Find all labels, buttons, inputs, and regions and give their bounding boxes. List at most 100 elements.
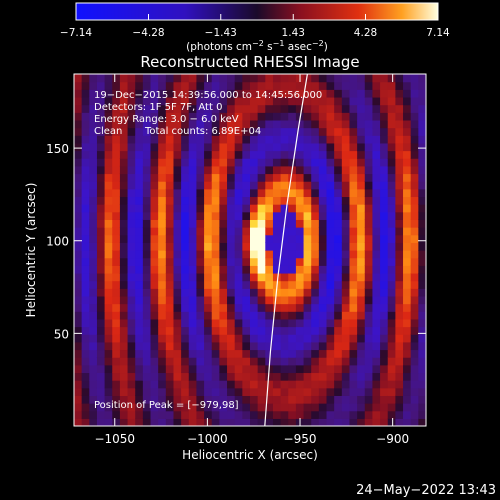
heatmap-cell	[165, 257, 175, 266]
heatmap-cell	[272, 150, 282, 159]
heatmap-cell	[349, 326, 358, 335]
heatmap-cell	[119, 349, 129, 358]
heatmap-cell	[295, 165, 305, 175]
heatmap-cell	[349, 364, 358, 374]
heatmap-cell	[387, 181, 396, 190]
annotation-method: Clean	[94, 126, 122, 137]
heatmap-cell	[211, 372, 220, 381]
heatmap-cell	[211, 318, 220, 328]
heatmap-cell	[303, 311, 312, 320]
heatmap-cell	[89, 119, 98, 129]
heatmap-cell	[104, 288, 113, 297]
heatmap-cell	[89, 158, 98, 167]
heatmap-cell	[380, 380, 389, 389]
heatmap-cell	[119, 341, 129, 351]
heatmap-cell	[395, 250, 404, 259]
heatmap-cell	[295, 403, 305, 412]
heatmap-cell	[227, 410, 236, 419]
heatmap-cell	[257, 295, 266, 305]
heatmap-cell	[242, 364, 251, 374]
heatmap-cell	[112, 188, 121, 198]
heatmap-cell	[364, 165, 374, 175]
heatmap-cell	[364, 250, 374, 259]
heatmap-cell	[81, 311, 90, 320]
heatmap-cell	[112, 295, 121, 305]
heatmap-cell	[104, 135, 113, 144]
heatmap-cell	[227, 311, 236, 320]
heatmap-cell	[142, 165, 152, 175]
heatmap-cell	[380, 318, 389, 328]
heatmap-cell	[165, 127, 175, 136]
heatmap-cell	[303, 403, 312, 412]
heatmap-cell	[372, 380, 381, 389]
heatmap-cell	[165, 181, 175, 190]
heatmap-cell	[188, 357, 198, 366]
heatmap-cell	[211, 410, 220, 419]
heatmap-cell	[357, 395, 366, 404]
heatmap-cell	[196, 242, 205, 251]
heatmap-cell	[380, 326, 389, 335]
heatmap-cell	[311, 219, 320, 228]
heatmap-cell	[280, 364, 289, 374]
heatmap-cell	[89, 272, 98, 282]
heatmap-cell	[372, 403, 381, 412]
heatmap-cell	[165, 250, 175, 259]
heatmap-cell	[318, 74, 328, 83]
heatmap-cell	[127, 127, 136, 136]
heatmap-cell	[196, 165, 205, 175]
heatmap-cell	[127, 403, 136, 412]
heatmap-cell	[89, 104, 98, 113]
heatmap-cell	[150, 204, 159, 213]
heatmap-cell	[204, 158, 213, 167]
heatmap-cell	[104, 410, 113, 419]
heatmap-cell	[104, 142, 113, 152]
heatmap-cell	[188, 387, 198, 396]
heatmap-cell	[142, 326, 152, 335]
heatmap-cell	[112, 326, 121, 335]
heatmap-cell	[357, 89, 366, 98]
heatmap-cell	[219, 89, 228, 98]
heatmap-cell	[81, 211, 90, 220]
heatmap-cell	[234, 418, 243, 426]
heatmap-cell	[280, 311, 289, 320]
heatmap-cell	[250, 372, 259, 381]
heatmap-cell	[318, 288, 328, 297]
heatmap-cell	[211, 295, 220, 305]
heatmap-cell	[357, 81, 366, 90]
heatmap-cell	[204, 372, 213, 381]
heatmap-cell	[89, 288, 98, 297]
heatmap-cell	[234, 395, 243, 404]
heatmap-cell	[227, 265, 236, 274]
heatmap-cell	[158, 142, 167, 152]
heatmap-cell	[242, 181, 251, 190]
colorbar-tick-label: −1.43	[205, 27, 237, 39]
heatmap-cell	[89, 326, 98, 335]
heatmap-cell	[387, 165, 396, 175]
heatmap-cell	[295, 211, 305, 220]
heatmap-cell	[357, 119, 366, 129]
heatmap-cell	[227, 364, 236, 374]
heatmap-cell	[295, 380, 305, 389]
heatmap-cell	[74, 410, 83, 419]
heatmap-cell	[89, 265, 98, 274]
heatmap-cell	[380, 303, 389, 312]
heatmap-cell	[349, 173, 358, 182]
heatmap-cell	[219, 165, 228, 175]
heatmap-cell	[227, 349, 236, 358]
heatmap-cell	[372, 142, 381, 152]
heatmap-cell	[364, 150, 374, 159]
heatmap-cell	[188, 219, 198, 228]
heatmap-cell	[104, 96, 113, 106]
heatmap-cell	[142, 380, 152, 389]
heatmap-cell	[158, 135, 167, 144]
heatmap-cell	[165, 280, 175, 289]
heatmap-cell	[265, 165, 274, 175]
heatmap-cell	[372, 89, 381, 98]
heatmap-cell	[165, 311, 175, 320]
heatmap-cell	[265, 234, 274, 243]
heatmap-cell	[242, 257, 251, 266]
heatmap-cell	[295, 257, 305, 266]
heatmap-cell	[318, 96, 328, 106]
heatmap-cell	[403, 364, 412, 374]
heatmap-cell	[303, 364, 312, 374]
